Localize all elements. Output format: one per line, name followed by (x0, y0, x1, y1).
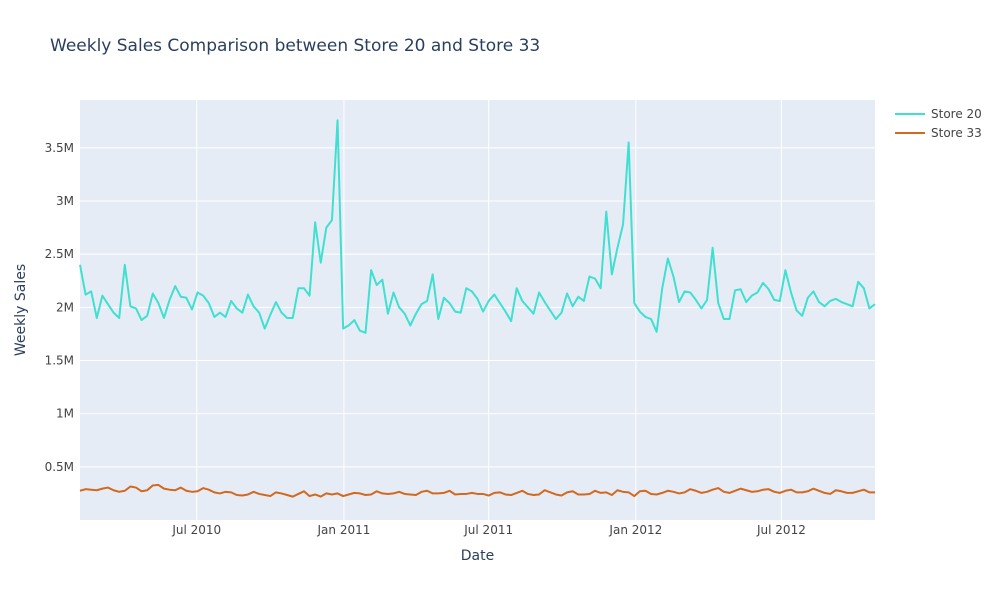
y-tick-label: 3.5M (45, 141, 74, 155)
legend-label: Store 20 (931, 107, 982, 121)
x-tick-labels: Jul 2010 Jan 2011 Jul 2011 Jan 2012 Jul 2012 (171, 523, 805, 537)
y-tick-label: 2.5M (45, 247, 74, 261)
series-line-store-33 (79, 483, 875, 498)
legend[interactable]: Store 20 Store 33 (895, 107, 982, 140)
series-line-store-20 (79, 119, 876, 334)
y-axis-label: Weekly Sales (13, 264, 29, 356)
y-tick-label: 1.5M (45, 354, 74, 368)
legend-label: Store 33 (931, 126, 982, 140)
legend-item-store-33[interactable]: Store 33 (895, 126, 982, 140)
x-tick-label: Jul 2012 (756, 523, 806, 537)
y-tick-label: 2M (56, 300, 74, 314)
x-tick-label: Jan 2011 (317, 523, 371, 537)
y-tick-label: 1M (56, 407, 74, 421)
y-tick-label: 0.5M (45, 460, 74, 474)
series-lines (79, 119, 876, 498)
x-axis-label: Date (461, 548, 494, 564)
x-tick-label: Jul 2011 (463, 523, 513, 537)
x-tick-label: Jan 2012 (608, 523, 662, 537)
chart-title: Weekly Sales Comparison between Store 20… (50, 36, 540, 56)
y-gridlines (80, 147, 875, 468)
x-tick-label: Jul 2010 (171, 523, 221, 537)
y-tick-labels: 0.5M 1M 1.5M 2M 2.5M 3M 3.5M (45, 141, 74, 474)
plot-area (80, 100, 875, 520)
legend-item-store-20[interactable]: Store 20 (895, 107, 982, 121)
y-tick-label: 3M (56, 194, 74, 208)
x-gridlines (196, 100, 782, 520)
